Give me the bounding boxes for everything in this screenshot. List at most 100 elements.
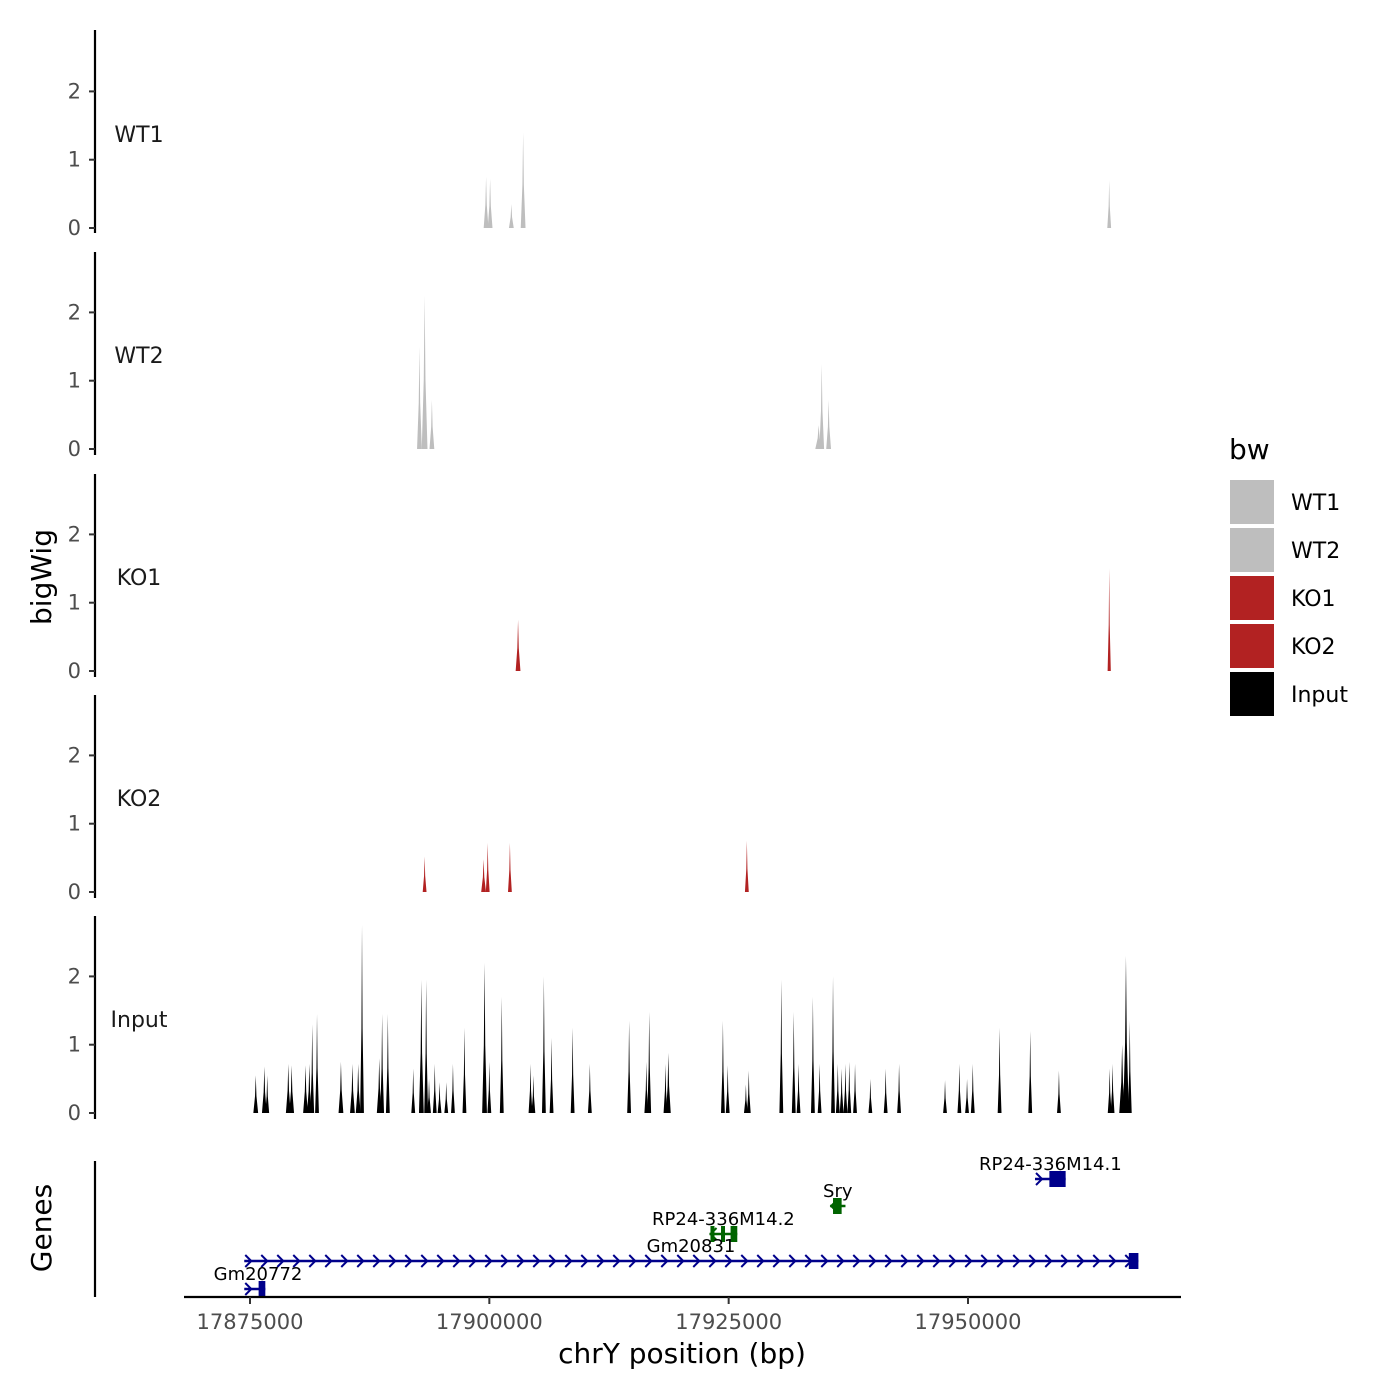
coverage-peak: [483, 176, 489, 228]
gene-label: RP24-336M14.2: [652, 1209, 795, 1230]
coverage-peak: [665, 1052, 671, 1113]
coverage-peak: [1123, 955, 1129, 1113]
coverage-peak: [303, 1065, 308, 1113]
legend-swatch-input: [1230, 672, 1274, 716]
coverage-peak: [997, 1027, 1002, 1113]
coverage-peak: [663, 1063, 668, 1113]
gene-gm20831: Gm20831: [244, 1236, 1139, 1269]
gene-exon: [1128, 1253, 1139, 1269]
coverage-peak: [835, 1063, 840, 1113]
track-label-input: Input: [111, 1008, 168, 1033]
strand-chevron: [1012, 1254, 1021, 1268]
coverage-peak: [437, 1082, 442, 1113]
strand-chevron: [660, 1254, 669, 1268]
strand-chevron: [420, 1254, 429, 1268]
coverage-peak: [744, 840, 749, 892]
coverage-peak: [360, 925, 364, 1113]
coverage-peak: [265, 1075, 270, 1113]
strand-chevron: [1028, 1254, 1037, 1268]
track-label-wt2: WT2: [114, 344, 163, 369]
coverage-peak: [868, 1078, 873, 1113]
strand-chevron: [1076, 1254, 1085, 1268]
coverage-tracks: 0 1 2 WT1 0 1 2 WT2 0 1 2 KO1 0 1 2 KO2 0 1 2 Input: [68, 30, 1132, 1125]
gene-rp24-336m14.2: RP24-336M14.2: [652, 1209, 795, 1242]
strand-chevron: [980, 1254, 989, 1268]
coverage-peak: [310, 1024, 315, 1113]
coverage-peak: [644, 1061, 649, 1113]
strand-chevron: [1108, 1254, 1117, 1268]
strand-chevron: [372, 1254, 381, 1268]
coverage-peak: [427, 1078, 431, 1113]
gene-label: Sry: [823, 1181, 853, 1202]
coverage-peak: [1127, 1020, 1132, 1113]
coverage-peak: [570, 1027, 575, 1113]
y-tick-label: 1: [68, 1033, 81, 1057]
coverage-peak: [1119, 1044, 1126, 1113]
coverage-peak: [897, 1063, 901, 1113]
coverage-peak: [411, 1068, 416, 1113]
strand-chevron: [468, 1254, 477, 1268]
strand-chevron: [820, 1254, 829, 1268]
coverage-peak: [485, 842, 490, 892]
legend-label-ko2: KO2: [1291, 635, 1336, 660]
coverage-peak: [444, 1082, 449, 1113]
coverage-peak: [253, 1075, 259, 1113]
coverage-peak: [819, 363, 825, 449]
coverage-peak: [721, 1020, 725, 1113]
strand-chevron: [324, 1254, 333, 1268]
strand-chevron: [452, 1254, 461, 1268]
gene-exon: [710, 1226, 715, 1242]
strand-chevron: [340, 1254, 349, 1268]
coverage-peak: [843, 1063, 848, 1113]
legend-title: bw: [1229, 433, 1270, 466]
coverage-peak: [743, 1084, 748, 1113]
legend-label-input: Input: [1291, 683, 1348, 708]
strand-chevron: [244, 1282, 253, 1296]
coverage-peak: [853, 1063, 857, 1113]
legend-swatch-ko2: [1230, 624, 1274, 668]
strand-chevron: [804, 1254, 813, 1268]
strand-chevron: [932, 1254, 941, 1268]
coverage-peak: [482, 962, 487, 1113]
strand-chevron: [548, 1254, 557, 1268]
y-tick-label: 1: [68, 369, 81, 393]
gene-sry: Sry: [823, 1181, 853, 1214]
coverage-peak: [1110, 1063, 1115, 1113]
y-tick-label: 0: [68, 1101, 81, 1125]
genes-axis-title: Genes: [25, 1184, 58, 1272]
strand-chevron: [564, 1254, 573, 1268]
strand-chevron: [276, 1254, 285, 1268]
gene-exon: [721, 1226, 726, 1242]
y-tick-label: 0: [68, 659, 81, 683]
y-tick-label: 2: [68, 300, 81, 324]
track-wt2: 0 1 2 WT2: [68, 252, 832, 461]
coverage-peak: [1107, 568, 1111, 671]
coverage-peak: [746, 1070, 751, 1113]
track-label-ko1: KO1: [117, 566, 162, 591]
strand-chevron: [1035, 1172, 1044, 1186]
coverage-peak: [817, 1063, 822, 1113]
gene-annotation-panel: RP24-336M14.1 Sry RP24-336M14.2 Gm20831 Gm20…: [93, 1154, 1139, 1297]
coverage-peak: [315, 1013, 319, 1113]
coverage-peak: [839, 1068, 844, 1113]
strand-chevron: [916, 1254, 925, 1268]
coverage-peak: [647, 1011, 652, 1113]
strand-chevron: [1060, 1254, 1069, 1268]
track-ko1: 0 1 2 KO1: [68, 474, 1111, 683]
strand-chevron: [596, 1254, 605, 1268]
track-input: 0 1 2 Input: [68, 916, 1132, 1125]
y-tick-label: 2: [68, 79, 81, 103]
gene-exon: [258, 1281, 266, 1297]
coverage-peak: [421, 295, 428, 449]
y-tick-label: 1: [68, 148, 81, 172]
strand-chevron: [996, 1254, 1005, 1268]
gene-exon: [833, 1198, 842, 1214]
coverage-peak: [847, 1061, 852, 1113]
coverage-peak: [779, 979, 784, 1113]
coverage-peak: [520, 132, 526, 228]
x-tick-label: 17925000: [675, 1310, 782, 1334]
coverage-peak: [462, 1027, 467, 1113]
strand-chevron: [260, 1254, 269, 1268]
coverage-peak: [627, 1020, 632, 1113]
